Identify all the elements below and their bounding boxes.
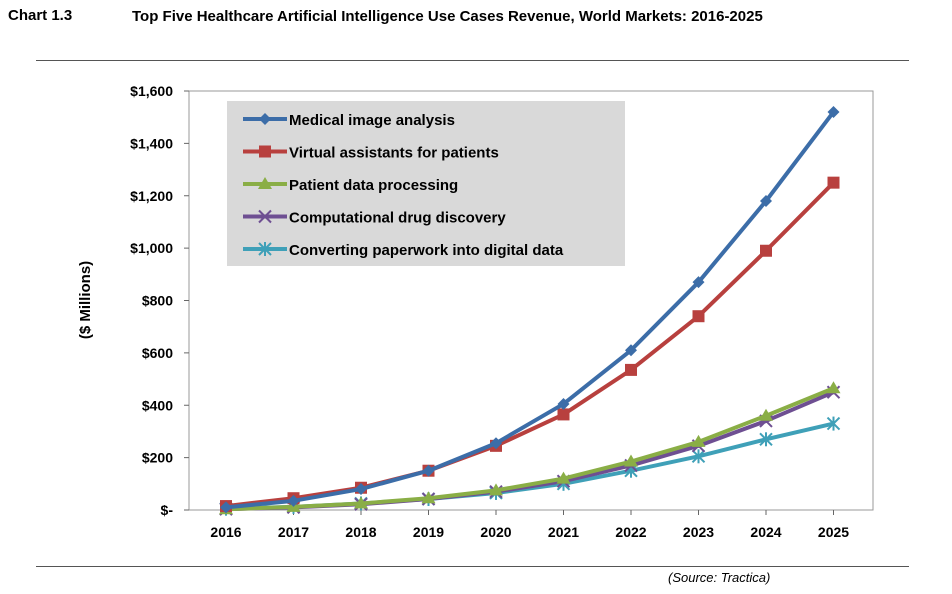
- data-point: [624, 454, 638, 467]
- legend-marker: [258, 242, 272, 256]
- bottom-rule: [36, 566, 909, 567]
- data-point: [557, 408, 570, 421]
- chart-number: Chart 1.3: [8, 7, 73, 24]
- x-tick-label: 2025: [818, 524, 849, 540]
- x-tick-label: 2018: [345, 524, 376, 540]
- legend-entry: Medical image analysis: [243, 112, 455, 129]
- series-line: [225, 110, 836, 510]
- legend-marker: [259, 145, 271, 158]
- y-tick-label: $1,200: [130, 188, 173, 204]
- x-tick-label: 2023: [683, 524, 714, 540]
- data-point: [220, 501, 232, 514]
- data-point: [287, 494, 300, 507]
- x-axis: 2016 2017 2018 2019 2020 2021 2022 2023 2024 2025: [210, 510, 849, 540]
- y-tick-label: $600: [142, 345, 173, 361]
- legend-label: Medical image analysis: [289, 112, 455, 129]
- data-point: [556, 471, 571, 484]
- series-1: [220, 105, 840, 514]
- data-point: [354, 496, 368, 509]
- data-point: [625, 344, 637, 357]
- data-point: [421, 491, 436, 504]
- data-point: [691, 434, 706, 447]
- data-point: [827, 105, 840, 118]
- x-tick-label: 2016: [210, 524, 241, 540]
- y-tick-label: $400: [142, 397, 173, 413]
- x-tick-label: 2020: [480, 524, 511, 540]
- data-point: [826, 381, 841, 394]
- legend-marker: [258, 209, 272, 224]
- data-point: [625, 363, 637, 376]
- data-point: [759, 408, 773, 421]
- legend-entry: Computational drug discovery: [243, 210, 506, 227]
- y-tick-label: $1,000: [130, 240, 173, 256]
- y-tick-label: $800: [142, 293, 173, 309]
- data-point: [355, 483, 367, 496]
- series-line: [225, 386, 835, 512]
- legend-entry: Converting paperwork into digital data: [243, 242, 564, 259]
- x-tick-label: 2024: [750, 524, 781, 540]
- data-point: [692, 276, 705, 289]
- y-axis-label: ($ Millions): [77, 261, 94, 339]
- data-point: [489, 483, 503, 496]
- legend: Medical image analysis Virtual assistants…: [227, 101, 625, 266]
- series-group: [219, 105, 841, 516]
- data-point: [490, 437, 502, 450]
- data-point: [422, 464, 435, 477]
- legend-label: Computational drug discovery: [289, 210, 506, 227]
- legend-entry: Patient data processing: [243, 177, 458, 194]
- y-tick-label: $-: [161, 502, 174, 518]
- legend-marker: [259, 113, 271, 125]
- data-point: [557, 397, 570, 410]
- top-rule: [36, 60, 909, 61]
- legend-label: Patient data processing: [289, 177, 458, 194]
- legend-entry: Virtual assistants for patients: [243, 145, 499, 162]
- data-point: [691, 449, 706, 464]
- x-tick-label: 2021: [548, 524, 579, 540]
- y-tick-label: $1,600: [130, 83, 173, 99]
- data-point: [692, 310, 705, 323]
- legend-marker: [258, 177, 272, 189]
- x-tick-label: 2017: [278, 524, 309, 540]
- x-tick-label: 2019: [413, 524, 444, 540]
- series-3: [219, 381, 841, 515]
- data-point: [760, 194, 772, 207]
- legend-label: Converting paperwork into digital data: [289, 242, 564, 259]
- data-point: [826, 416, 841, 431]
- y-axis: $- $200 $400 $600 $800 $1,000 $1,200 $1,400 $1,6…: [130, 83, 189, 518]
- x-tick-label: 2022: [615, 524, 646, 540]
- chart-title: Top Five Healthcare Artificial Intellige…: [132, 8, 763, 25]
- legend-label: Virtual assistants for patients: [289, 145, 499, 162]
- data-point: [827, 176, 840, 189]
- y-tick-label: $200: [142, 450, 173, 466]
- data-point: [759, 432, 773, 447]
- source-note: (Source: Tractica): [668, 570, 771, 585]
- data-point: [760, 244, 772, 257]
- y-tick-label: $1,400: [130, 135, 173, 151]
- legend-box: [227, 101, 625, 266]
